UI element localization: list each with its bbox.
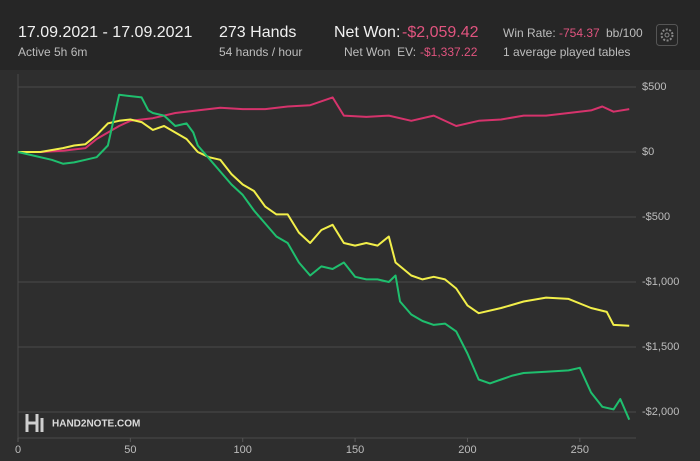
y-tick-label: -$2,000 [642,406,679,418]
tables: 1 average played tables [503,45,631,59]
net-won: -$2,059.42 [402,24,479,41]
x-tick-label: 250 [571,444,589,456]
series-line [18,96,630,153]
net-won-ev: -$1,337.22 [420,45,478,59]
date-range: 17.09.2021 - 17.09.2021 [18,24,193,41]
x-tick-label: 150 [346,444,364,456]
y-tick-label: $0 [642,146,654,158]
win-rate-label: Win Rate: [503,26,556,40]
logo: HAND2NOTE.COM [25,414,140,432]
net-won-label: Net Won: [334,24,401,41]
plot: $500 $0 -$500 -$1,000 -$1,500 -$2,000 0 50 100 15… [15,74,679,456]
settings-button[interactable] [656,24,678,46]
x-tick-label: 100 [234,444,252,456]
x-tick-label: 50 [124,444,136,456]
active-time: Active 5h 6m [18,45,88,59]
x-tick-label: 200 [458,444,476,456]
x-tick-label: 0 [15,444,21,456]
logo-text: HAND2NOTE.COM [52,419,140,430]
win-rate-unit: bb/100 [606,26,643,40]
hands-per-hour: 54 hands / hour [219,45,303,59]
net-won-ev-label: Net Won EV: [344,45,417,59]
hands: 273 Hands [219,24,297,41]
series-line [17,93,631,421]
y-tick-label: $500 [642,81,666,93]
stats-header: 17.09.2021 - 17.09.2021 Active 5h 6m 273… [0,0,700,70]
y-tick-label: -$500 [642,211,670,223]
win-rate: -754.37 [559,26,600,40]
y-tick-label: -$1,000 [642,276,679,288]
series-line [18,118,630,327]
y-tick-label: -$1,500 [642,341,679,353]
